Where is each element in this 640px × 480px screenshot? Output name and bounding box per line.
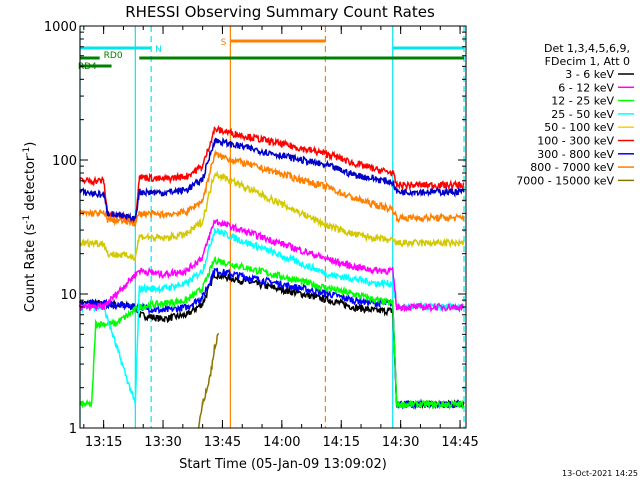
x-tick-label-2: 13:45 (204, 435, 241, 450)
series-line-8 (79, 170, 465, 261)
series-line-4 (79, 218, 465, 314)
x-tick-label-6: 14:45 (441, 435, 478, 450)
plot-area: N S RD0 RD4 (78, 26, 465, 429)
x-tick-label-5: 14:30 (382, 435, 419, 450)
legend-label-5: 100 - 300 keV (537, 135, 614, 148)
series-line-6 (79, 136, 465, 223)
y-axis-label: Count Rate (s-1 detector-1) (22, 142, 38, 313)
y-tick-label-1: 10 (60, 288, 77, 303)
footer-timestamp: 13-Oct-2021 14:25 (562, 469, 638, 478)
legend-label-3: 25 - 50 keV (551, 108, 614, 121)
flag-label-rd4: RD4 (78, 62, 97, 72)
legend-label-2: 12 - 25 keV (551, 95, 614, 108)
flag-label-rd0: RD0 (104, 51, 123, 61)
legend: Det 1,3,4,5,6,9,FDecim 1, Att 03 - 6 keV… (516, 42, 634, 187)
y-tick-label-2: 100 (52, 154, 77, 169)
series-line-1 (79, 267, 465, 411)
x-tick-label-4: 14:15 (323, 435, 360, 450)
legend-label-7: 800 - 7000 keV (530, 161, 614, 174)
legend-label-4: 50 - 100 keV (544, 121, 614, 134)
legend-header-0: Det 1,3,4,5,6,9, (544, 42, 630, 55)
series-line-7 (79, 149, 465, 227)
legend-label-0: 3 - 6 keV (565, 68, 614, 81)
legend-label-1: 6 - 12 keV (558, 81, 614, 94)
series-line-5 (79, 125, 465, 225)
flag-label-n: N (155, 45, 162, 55)
series-line-2 (79, 256, 465, 411)
x-tick-label-0: 13:15 (85, 435, 122, 450)
x-tick-label-3: 14:00 (263, 435, 300, 450)
series-line-9 (197, 332, 220, 429)
flag-label-s: S (221, 38, 227, 48)
legend-label-8: 7000 - 15000 keV (516, 174, 614, 187)
chart-title: RHESSI Observing Summary Count Rates (125, 3, 435, 21)
legend-label-6: 300 - 800 keV (537, 148, 614, 161)
y-tick-label-3: 1000 (44, 20, 77, 35)
y-tick-label-0: 1 (69, 422, 77, 437)
axis-frame (79, 25, 467, 429)
legend-header-1: FDecim 1, Att 0 (545, 55, 630, 68)
x-axis-label: Start Time (05-Jan-09 13:09:02) (179, 457, 387, 472)
axes: 13:15 13:30 13:45 14:00 14:15 14:30 14:45 1 10 10… (44, 20, 479, 450)
x-tick-label-1: 13:30 (144, 435, 181, 450)
